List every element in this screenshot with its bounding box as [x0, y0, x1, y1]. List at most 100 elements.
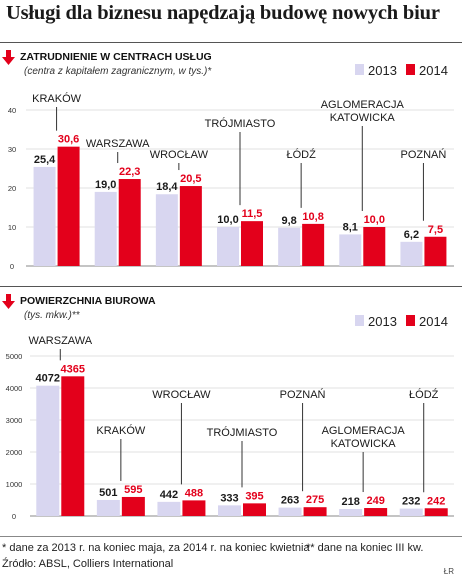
category-label: TRÓJMIASTO — [207, 426, 278, 439]
bar-2013 — [96, 499, 120, 516]
divider-middle — [0, 286, 462, 287]
bar-2014 — [363, 227, 386, 266]
bar-2013 — [218, 505, 241, 516]
category-label: KRAKÓW — [96, 424, 146, 437]
data-label-2013: 218 — [341, 496, 359, 508]
legend-label-2014: 2014 — [419, 63, 448, 78]
y-tick-label: 30 — [8, 145, 16, 154]
bar-2014 — [243, 503, 266, 516]
bar-2013 — [278, 227, 301, 266]
data-label-2014: 7,5 — [428, 224, 443, 236]
y-tick-label: 4000 — [6, 384, 23, 393]
source-note: Źródło: ABSL, Colliers International — [2, 558, 174, 570]
bar-2013 — [157, 501, 181, 516]
bar-2013 — [94, 191, 117, 266]
chart-employment: ZATRUDNIENIE W CENTRACH USŁUG (centra z k… — [2, 50, 454, 271]
data-label-2014: 10,8 — [302, 211, 323, 223]
data-label-2014: 4365 — [61, 363, 85, 375]
data-label-2014: 22,3 — [119, 166, 140, 178]
legend-swatch-2013 — [355, 64, 364, 75]
legend-label-2013: 2013 — [368, 314, 397, 329]
category-label: AGLOMERACJA — [321, 99, 405, 111]
data-label-2014: 595 — [124, 484, 142, 496]
legend-label-2014: 2014 — [419, 314, 448, 329]
legend-swatch-2014 — [406, 315, 415, 326]
data-label-2013: 6,2 — [404, 229, 419, 241]
legend-swatch-2013 — [355, 315, 364, 326]
bar-2013 — [339, 509, 363, 516]
chart-subtitle: (centra z kapitałem zagranicznym, w tys.… — [24, 66, 212, 77]
category-label: WARSZAWA — [86, 138, 150, 150]
bar-2013 — [155, 194, 178, 266]
legend-label-2013: 2013 — [368, 63, 397, 78]
data-label-2013: 4072 — [36, 373, 60, 385]
chart-title: ZATRUDNIENIE W CENTRACH USŁUG — [20, 51, 212, 63]
chart-office-space: POWIERZCHNIA BIUROWA (tys. mkw.)** 2013 201… — [2, 294, 454, 521]
data-label-2014: 10,0 — [364, 214, 385, 226]
category-label: KATOWICKA — [331, 438, 397, 450]
data-label-2013: 10,0 — [217, 214, 238, 226]
y-tick-label: 5000 — [6, 352, 23, 361]
red-down-arrow-icon — [2, 294, 15, 309]
y-tick-label: 20 — [8, 184, 16, 193]
category-label: POZNAŃ — [280, 388, 326, 401]
bar-2014 — [241, 221, 263, 266]
category-label: POZNAŃ — [401, 148, 447, 161]
data-label-2013: 9,8 — [281, 215, 296, 227]
bar-2014 — [61, 376, 85, 516]
y-tick-label: 3000 — [6, 416, 23, 425]
data-label-2013: 25,4 — [34, 154, 56, 166]
chart-title: POWIERZCHNIA BIUROWA — [20, 295, 156, 307]
footnote-2: ** dane na koniec III kw. — [306, 542, 424, 554]
category-label: TRÓJMIASTO — [205, 117, 276, 130]
data-label-2014: 20,5 — [180, 173, 201, 185]
y-tick-label: 1000 — [6, 480, 23, 489]
bar-2014 — [118, 179, 141, 266]
category-label: KRAKÓW — [32, 92, 82, 105]
category-label: WROCŁAW — [152, 389, 211, 401]
data-label-2014: 249 — [366, 495, 384, 507]
data-label-2013: 19,0 — [95, 179, 116, 191]
data-label-2013: 442 — [160, 489, 178, 501]
y-tick-label: 0 — [10, 262, 14, 271]
bar-2014 — [424, 236, 447, 266]
bar-2014 — [303, 507, 327, 516]
data-label-2013: 333 — [220, 492, 238, 504]
bar-2013 — [36, 385, 60, 516]
bar-2013 — [399, 508, 423, 516]
data-label-2014: 395 — [245, 490, 263, 502]
data-label-2014: 488 — [185, 487, 203, 499]
y-tick-label: 2000 — [6, 448, 23, 457]
author-signature: ŁR — [443, 567, 454, 576]
bar-2013 — [217, 227, 239, 266]
bar-2013 — [33, 166, 56, 266]
footnote-1: * dane za 2013 r. na koniec maja, za 201… — [2, 542, 310, 554]
category-label: KATOWICKA — [330, 112, 396, 124]
category-label: WROCŁAW — [150, 149, 209, 161]
data-label-2014: 11,5 — [242, 208, 263, 220]
bar-2014 — [424, 508, 448, 516]
category-label: AGLOMERACJA — [322, 425, 406, 437]
category-label: WARSZAWA — [29, 335, 93, 347]
category-label: ŁÓDŹ — [409, 388, 439, 401]
y-tick-label: 0 — [12, 512, 16, 521]
data-label-2013: 8,1 — [343, 221, 358, 233]
bar-2014 — [364, 508, 388, 516]
bar-2013 — [400, 241, 423, 266]
data-label-2013: 263 — [281, 495, 299, 507]
y-tick-label: 40 — [8, 106, 16, 115]
data-label-2013: 18,4 — [156, 181, 178, 193]
divider-top — [0, 42, 462, 43]
bar-2014 — [57, 146, 80, 266]
bar-2013 — [339, 234, 362, 266]
headline: Usługi dla biznesu napędzają budowę nowy… — [6, 2, 440, 24]
data-label-2014: 242 — [427, 495, 445, 507]
chart-subtitle: (tys. mkw.)** — [24, 310, 81, 321]
red-down-arrow-icon — [2, 50, 15, 65]
bar-2014 — [182, 500, 206, 516]
category-label: ŁÓDŹ — [286, 148, 316, 161]
data-label-2014: 30,6 — [58, 134, 79, 146]
data-label-2013: 232 — [402, 496, 420, 508]
legend-swatch-2014 — [406, 64, 415, 75]
divider-bottom — [0, 536, 462, 537]
